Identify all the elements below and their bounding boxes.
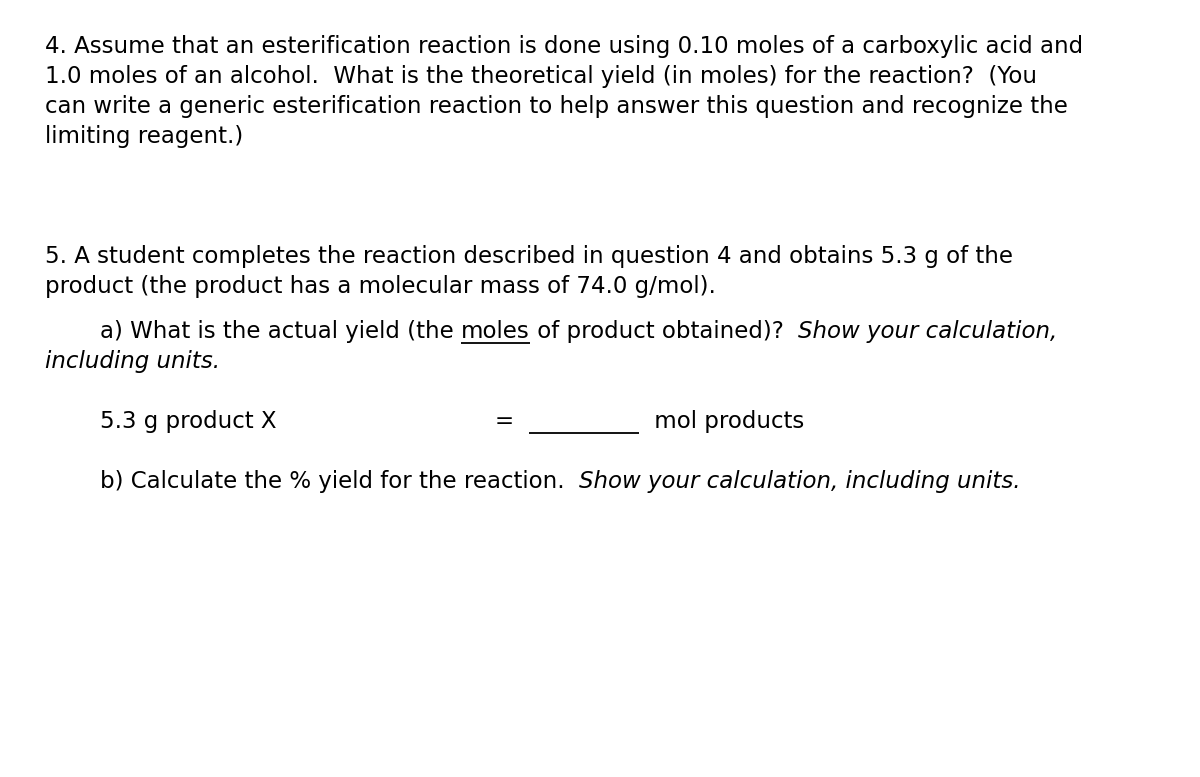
Text: Show your calculation,: Show your calculation,: [798, 320, 1057, 343]
Text: Show your calculation, including units.: Show your calculation, including units.: [580, 470, 1021, 493]
Text: product (the product has a molecular mass of 74.0 g/mol).: product (the product has a molecular mas…: [46, 275, 716, 298]
Text: can write a generic esterification reaction to help answer this question and rec: can write a generic esterification react…: [46, 95, 1068, 118]
Text: a) What is the actual yield (the: a) What is the actual yield (the: [100, 320, 461, 343]
Text: 4. Assume that an esterification reaction is done using 0.10 moles of a carboxyl: 4. Assume that an esterification reactio…: [46, 35, 1084, 58]
Text: 5. A student completes the reaction described in question 4 and obtains 5.3 g of: 5. A student completes the reaction desc…: [46, 245, 1013, 268]
Text: =: =: [496, 410, 514, 433]
Text: limiting reagent.): limiting reagent.): [46, 125, 244, 148]
Text: moles: moles: [461, 320, 529, 343]
Text: mol products: mol products: [647, 410, 804, 433]
Text: including units.: including units.: [46, 350, 220, 373]
Text: b) Calculate the % yield for the reaction.: b) Calculate the % yield for the reactio…: [100, 470, 580, 493]
Text: 1.0 moles of an alcohol.  What is the theoretical yield (in moles) for the react: 1.0 moles of an alcohol. What is the the…: [46, 65, 1037, 88]
Text: 5.3 g product X: 5.3 g product X: [100, 410, 276, 433]
Text: of product obtained)?: of product obtained)?: [529, 320, 798, 343]
